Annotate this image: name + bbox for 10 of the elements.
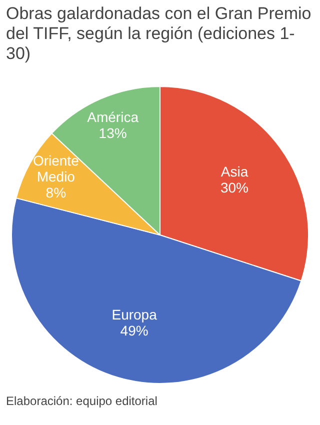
data-label: 13% xyxy=(98,124,127,141)
slice-label: Asia xyxy=(220,164,248,180)
text: Elaboración: equipo editorial xyxy=(6,394,158,408)
slice-label: Europa xyxy=(112,306,158,322)
slice-label: América xyxy=(87,108,139,125)
chart-title: Obras galardonadas con el Gran Premio del TIFF, según la región (ediciones 1-30) xyxy=(6,4,312,64)
data-label: 30% xyxy=(220,180,248,196)
slice-label: Oriente Medio xyxy=(32,152,80,185)
data-label: 8% xyxy=(46,184,66,201)
data-label: 49% xyxy=(120,322,148,338)
